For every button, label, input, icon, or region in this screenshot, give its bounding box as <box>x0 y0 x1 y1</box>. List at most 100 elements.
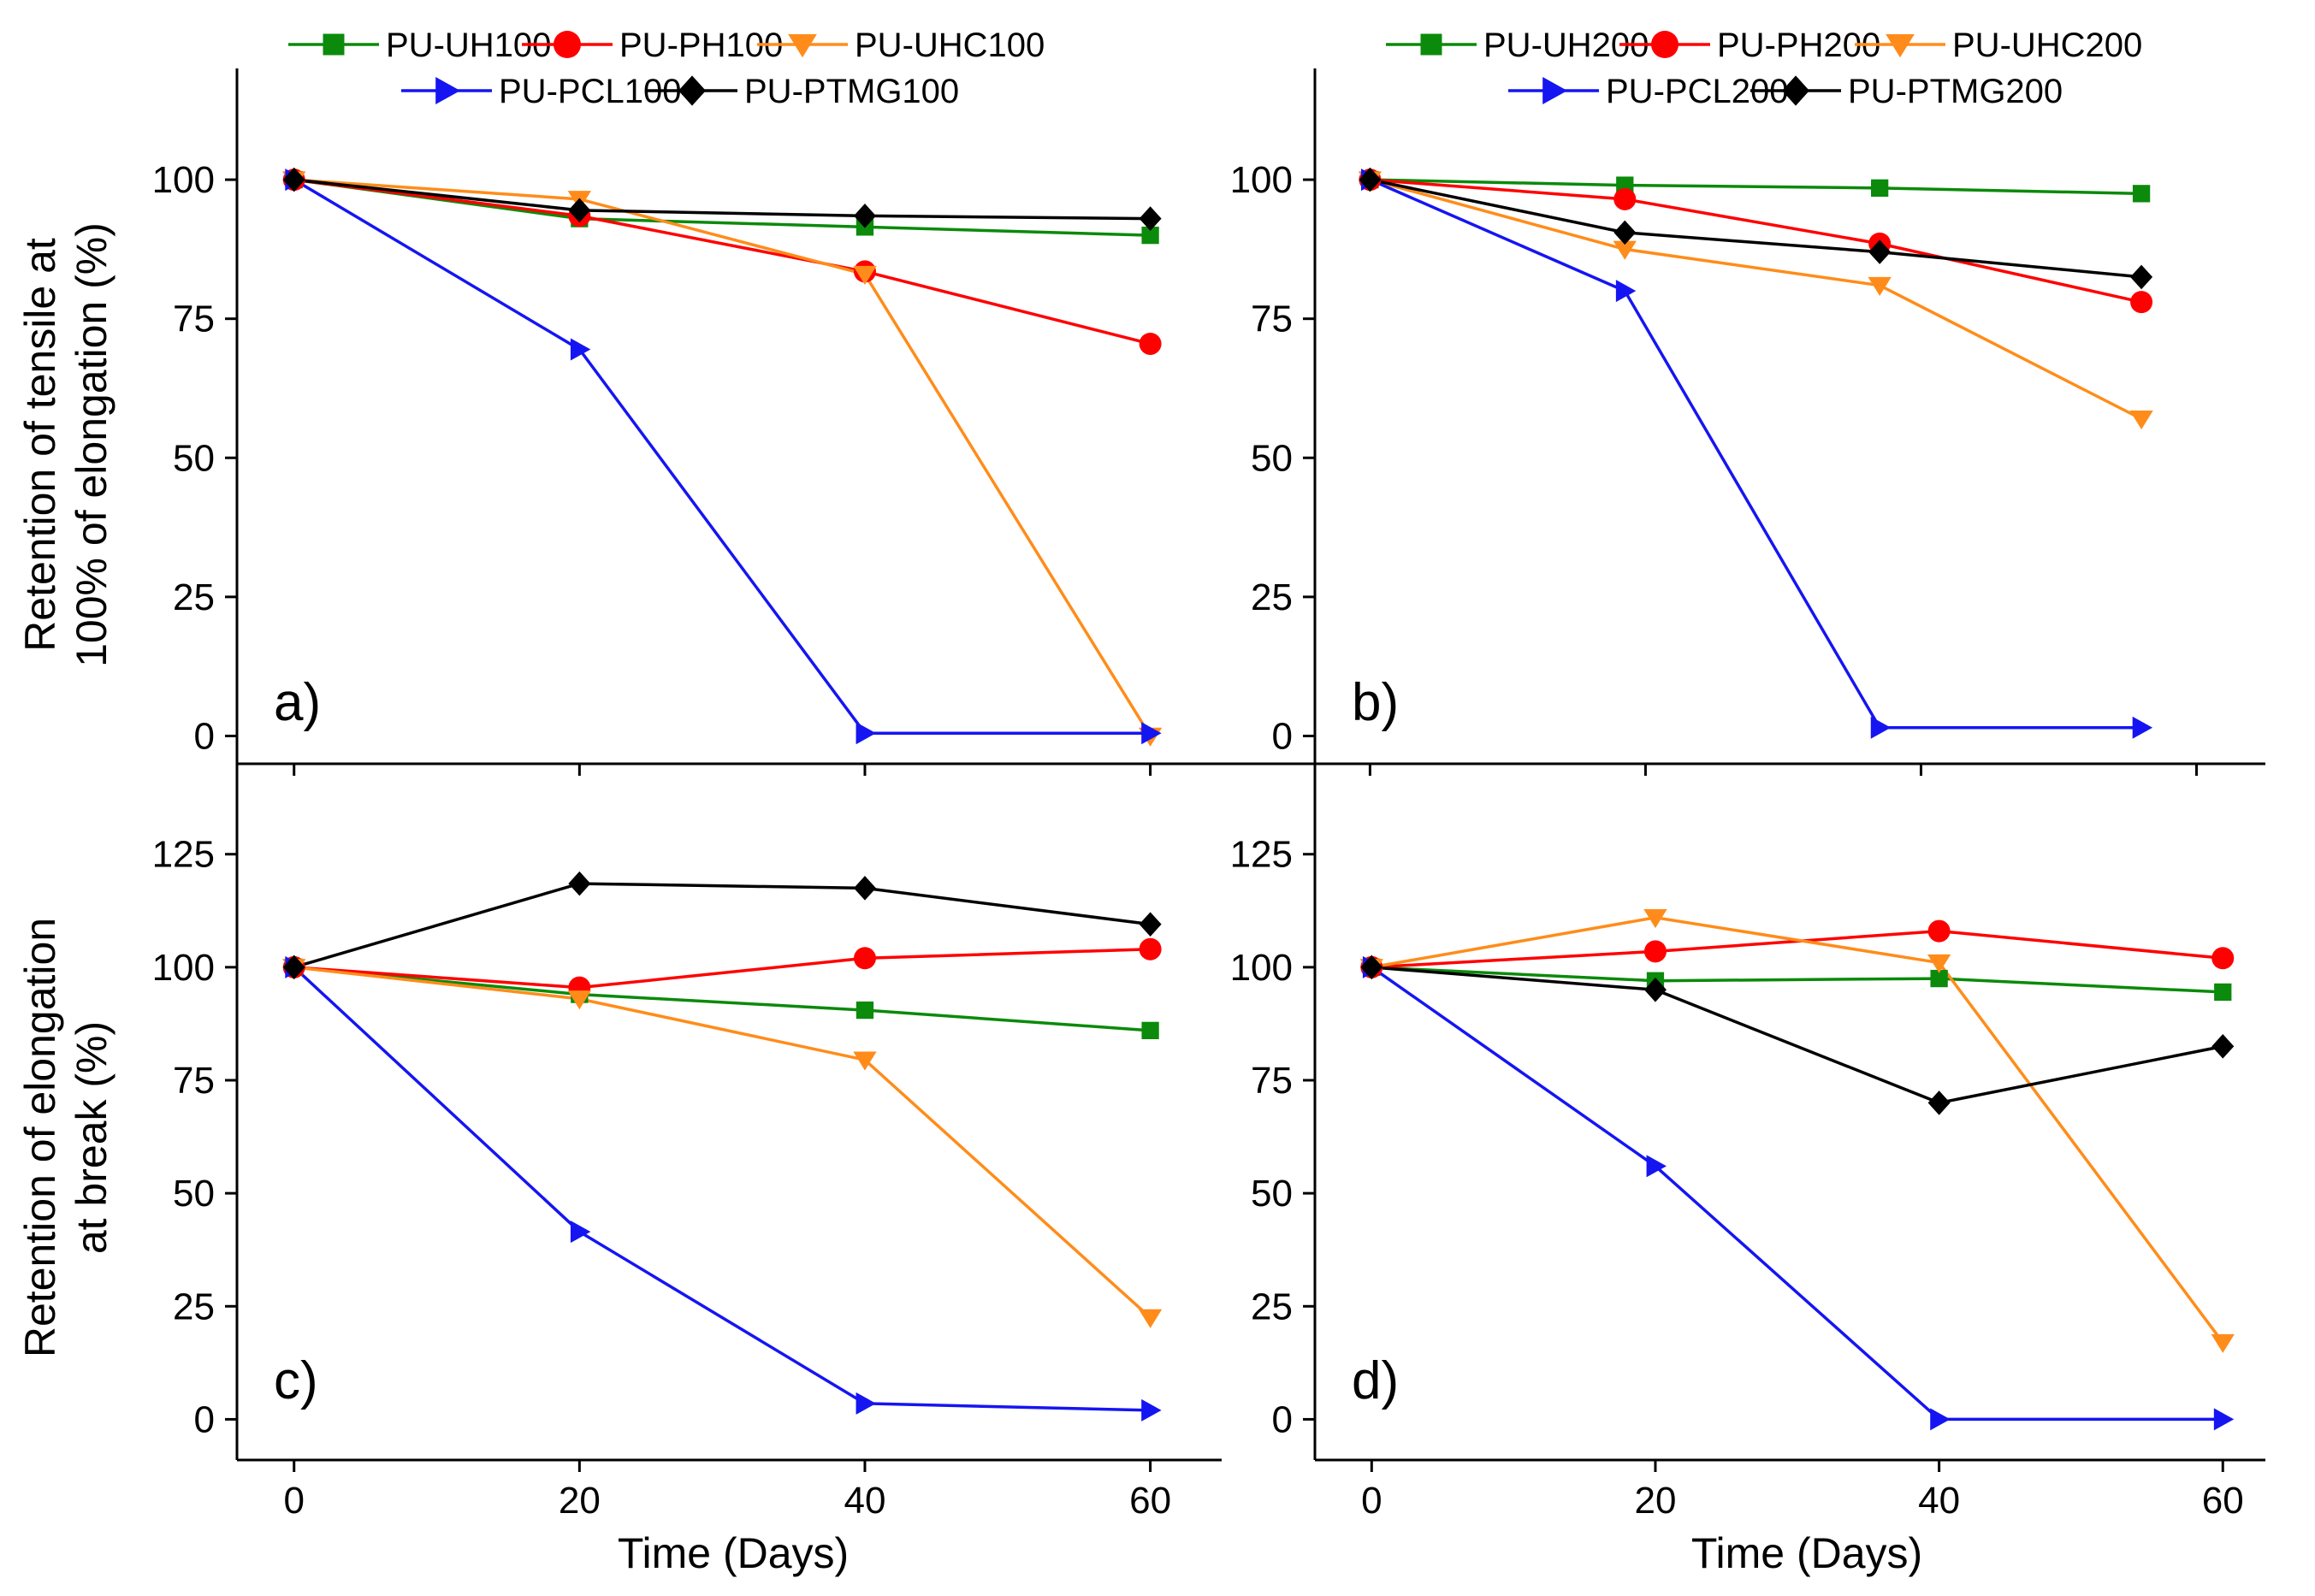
data-point-PU-UHC200 <box>1927 954 1951 973</box>
data-point-PU-PCL200 <box>2132 716 2153 739</box>
data-point-PU-PCL200 <box>1870 716 1892 739</box>
data-point-PU-UHC200 <box>1613 240 1637 260</box>
y-tick-label-c: 100 <box>152 947 215 989</box>
data-point-PU-PTMG200 <box>2211 1034 2235 1059</box>
legend-label-PU-UHC200: PU-UHC200 <box>1952 27 2142 64</box>
data-point-PU-PTMG100 <box>282 167 305 192</box>
series-line-PU-UH200 <box>1370 178 2142 196</box>
y-axis-label-bottom-line1: Retention of elongation <box>16 918 64 1357</box>
legend-marker-PU-UHC100 <box>788 34 817 58</box>
panel-b: 0 25 50 75 100 b) <box>1222 68 2265 776</box>
data-point-PU-UHC200 <box>2211 1333 2235 1353</box>
data-point-PU-PTMG100 <box>1139 206 1162 231</box>
x-axis-label-right: Time (Days) <box>1691 1529 1922 1577</box>
x-tick-label-d: 20 <box>1634 1480 1676 1522</box>
data-point-PU-PCL100 <box>570 338 591 361</box>
legend-marker-PU-PH100 <box>554 31 581 58</box>
data-point-PU-PH200 <box>1927 919 1951 943</box>
series-line-PU-PCL200 <box>1371 966 2223 1422</box>
data-point-PU-PH100 <box>1139 937 1162 961</box>
series-line-PU-PTMG100 <box>293 882 1151 969</box>
y-tick-label-a: 50 <box>173 437 215 479</box>
y-tick-label-c: 75 <box>173 1060 215 1102</box>
legend-label-PU-UHC100: PU-UHC100 <box>855 27 1045 64</box>
x-axis-label-left: Time (Days) <box>618 1529 849 1577</box>
x-tick-label-d: 60 <box>2202 1480 2244 1522</box>
y-tick-label-a: 100 <box>152 159 215 201</box>
panel-label-d: d) <box>1352 1351 1399 1410</box>
data-point-PU-PTMG200 <box>1359 167 1382 192</box>
y-tick-label-a: 25 <box>173 576 215 618</box>
data-point-PU-UHC200 <box>1643 908 1667 929</box>
legend-marker-PU-PTMG200 <box>1782 75 1809 106</box>
legend-marker-PU-PTMG100 <box>678 75 706 106</box>
data-point-PU-PTMG100 <box>853 876 876 901</box>
legend-marker-PU-UHC200 <box>1886 34 1915 58</box>
legend-marker-PU-UH100 <box>323 33 345 56</box>
x-tick-label-c: 60 <box>1129 1480 1171 1522</box>
y-tick-label-b: 75 <box>1251 299 1293 340</box>
series-line-PU-PTMG200 <box>1371 966 2223 1105</box>
y-tick-label-b: 25 <box>1251 576 1293 618</box>
data-point-PU-UHC200 <box>2129 411 2153 430</box>
data-point-PU-UH100 <box>856 1001 874 1020</box>
series-line-PU-PCL100 <box>293 966 1151 1412</box>
x-tick-label-c: 0 <box>283 1480 304 1522</box>
y-tick-label-d: 75 <box>1251 1060 1293 1102</box>
data-point-PU-UH200 <box>2132 185 2151 203</box>
series-line-PU-PTMG200 <box>1370 178 2142 279</box>
series-line-PU-PCL200 <box>1369 178 2142 730</box>
y-tick-label-d: 50 <box>1251 1173 1293 1215</box>
data-point-PU-PCL100 <box>856 722 876 745</box>
x-tick-label-d: 40 <box>1918 1480 1960 1522</box>
data-point-PU-UH100 <box>1141 226 1159 245</box>
data-point-PU-PH200 <box>1613 187 1637 210</box>
y-tick-label-d: 125 <box>1230 834 1293 876</box>
series-line-PU-UH100 <box>293 966 1151 1032</box>
series-line-PU-UHC100 <box>293 966 1152 1319</box>
data-point-PU-PCL100 <box>570 1221 591 1244</box>
y-tick-label-b: 0 <box>1272 715 1293 757</box>
data-point-PU-PCL200 <box>2213 1408 2235 1431</box>
data-point-PU-PTMG200 <box>1868 239 1892 264</box>
series-line-PU-UHC200 <box>1371 915 2224 1344</box>
series-line-PU-PH200 <box>1370 178 2142 304</box>
panel-label-a: a) <box>274 673 321 732</box>
y-tick-label-d: 25 <box>1251 1286 1293 1327</box>
x-tick-label-c: 40 <box>844 1480 885 1522</box>
series-line-PU-PCL100 <box>293 178 1151 735</box>
legend-label-PU-PTMG200: PU-PTMG200 <box>1848 73 2063 110</box>
data-point-PU-PCL100 <box>1141 1398 1162 1422</box>
y-tick-label-b: 50 <box>1251 437 1293 479</box>
data-point-PU-PTMG200 <box>2130 264 2153 290</box>
data-point-PU-PCL100 <box>856 1392 876 1415</box>
data-point-PU-PTMG100 <box>568 198 591 223</box>
data-point-PU-PTMG200 <box>1643 977 1667 1002</box>
data-point-PU-PCL200 <box>1646 1155 1667 1178</box>
legend-label-PU-PH100: PU-PH100 <box>619 27 783 64</box>
data-point-PU-PH100 <box>853 947 876 970</box>
y-axis-label-top-line1: Retention of tensile at <box>16 238 64 652</box>
data-point-PU-PTMG200 <box>1613 220 1637 245</box>
legend-marker-PU-PCL200 <box>1542 77 1567 104</box>
panel-a: 0 25 50 75 100 a) <box>152 68 1222 776</box>
y-tick-label-a: 75 <box>173 299 215 340</box>
y-tick-label-c: 125 <box>152 834 215 876</box>
data-point-PU-PCL100 <box>1141 722 1162 745</box>
panel-label-b: b) <box>1352 673 1399 732</box>
x-tick-label-c: 20 <box>559 1480 601 1522</box>
panel-d: 0 25 50 75 100 125 0 20 40 60 d) <box>1230 764 2265 1522</box>
y-axis-label-bottom-line2: at break (%) <box>68 1021 115 1254</box>
data-point-PU-PCL200 <box>1615 280 1637 303</box>
y-tick-label-a: 0 <box>194 715 215 757</box>
y-axis-label-top-line2: 100% of elongation (%) <box>68 222 115 667</box>
data-point-PU-PCL200 <box>1930 1408 1951 1431</box>
data-point-PU-UH200 <box>1871 179 1889 197</box>
data-point-PU-PH200 <box>1643 940 1667 963</box>
data-point-PU-PH200 <box>2211 947 2235 970</box>
series-line-PU-UH200 <box>1371 966 2223 994</box>
data-point-PU-UHC100 <box>853 1051 877 1071</box>
panel-c: 0 25 50 75 100 125 0 20 40 60 c) <box>152 764 1222 1522</box>
